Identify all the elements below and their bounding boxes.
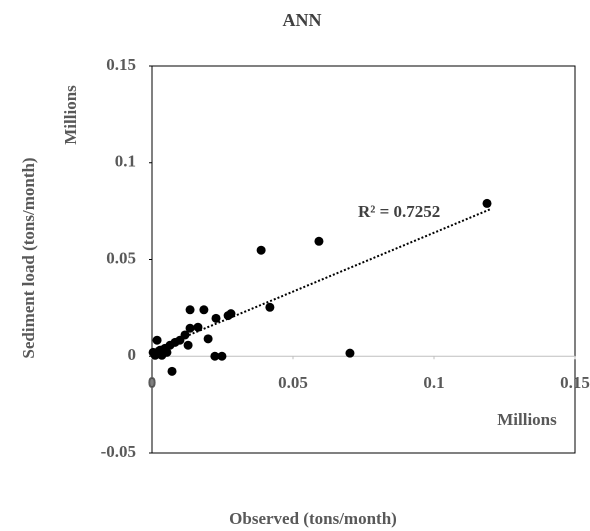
y-tick-label: -0.05: [101, 442, 136, 461]
point: [345, 348, 355, 358]
y-tick-label: 0.15: [106, 55, 136, 74]
x-tick-label: 0: [148, 373, 157, 392]
point: [162, 347, 172, 357]
x-tick-label: 0.05: [278, 373, 308, 392]
point: [210, 351, 220, 361]
point: [185, 305, 195, 315]
x-axis-title: Observed (tons/month): [229, 509, 397, 528]
trendline: [151, 208, 491, 352]
point: [183, 340, 193, 350]
point: [217, 351, 227, 361]
point: [256, 245, 266, 255]
annotation: R² = 0.7252: [358, 202, 440, 221]
point: [211, 313, 221, 323]
y-axis-title: Sediment load (tons/month): [19, 157, 38, 358]
point: [482, 198, 492, 208]
point: [265, 302, 275, 312]
point: [167, 366, 177, 376]
point: [148, 347, 158, 357]
plot-frame: [151, 65, 576, 454]
y-tick-label: 0: [128, 345, 137, 364]
chart-title: ANN: [283, 10, 322, 30]
point: [314, 236, 324, 246]
point: [185, 323, 195, 333]
y-tick-label: 0.1: [115, 152, 136, 171]
x-tick-label: 0.1: [423, 373, 444, 392]
point: [203, 334, 213, 344]
x-tick-label: 0.15: [560, 373, 590, 392]
y-tick-label: 0.05: [106, 248, 136, 267]
y-axis-unit: Millions: [61, 85, 80, 145]
x-axis-unit: Millions: [497, 410, 557, 429]
point: [199, 305, 209, 315]
point: [226, 309, 236, 319]
point: [193, 322, 203, 332]
point: [152, 335, 162, 345]
